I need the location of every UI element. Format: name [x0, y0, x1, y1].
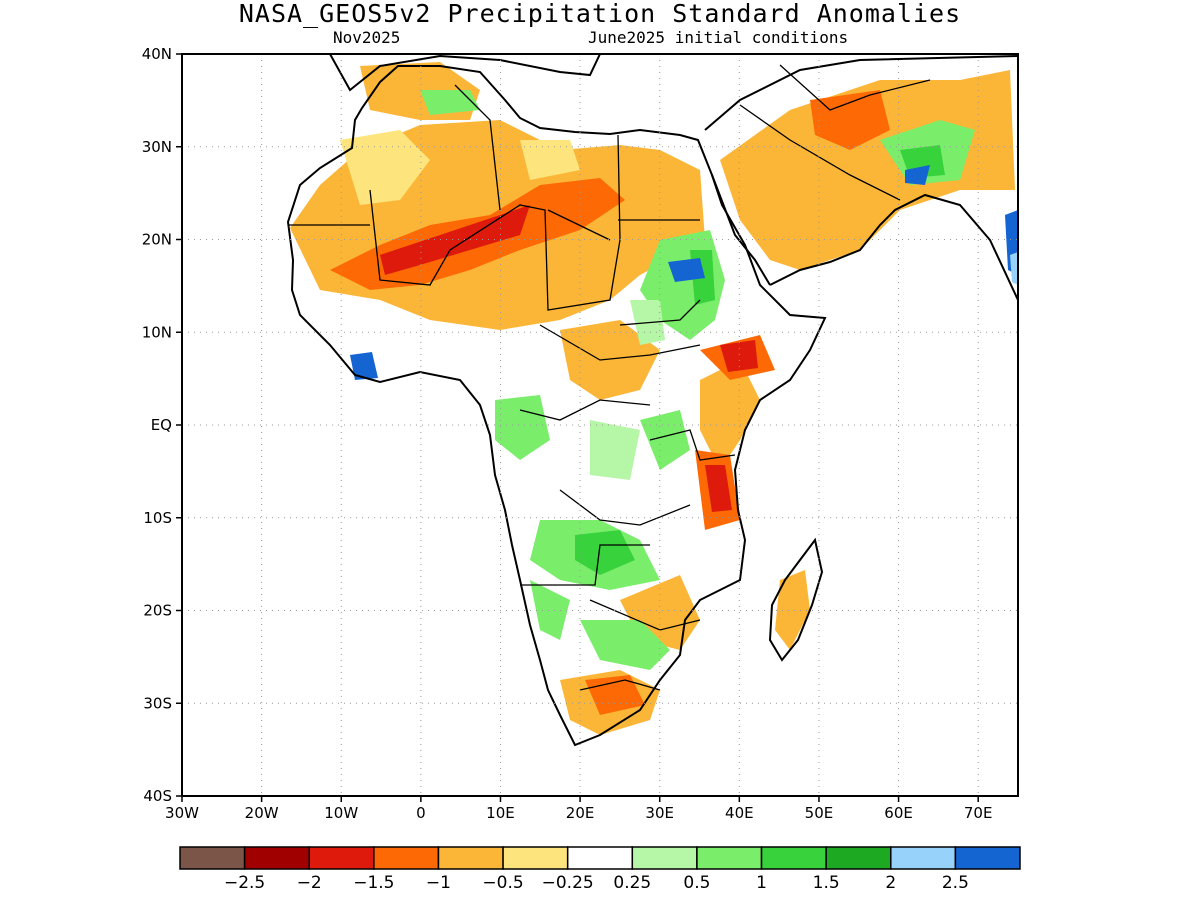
- wet-anomalies: [350, 90, 1018, 670]
- colorbar-label: 2.5: [942, 873, 969, 893]
- lon-tick-label: 30E: [645, 804, 674, 822]
- lon-tick-label: 60E: [884, 804, 913, 822]
- colorbar-swatch: [502, 846, 569, 870]
- valid-month-label: Nov2025: [333, 28, 401, 47]
- latitude-labels: 40N 30N 20N 10N EQ 10S 20S 30S 40S: [142, 45, 182, 805]
- lon-tick-label: 30W: [165, 804, 199, 822]
- colorbar-label: −0.5: [482, 873, 523, 893]
- colorbar-label: 0.5: [683, 873, 710, 893]
- dry-anomalies: [290, 62, 1015, 735]
- colorbar-label: −1: [426, 873, 451, 893]
- lat-tick-label: 10N: [142, 323, 172, 341]
- map-field: [286, 54, 1018, 747]
- colorbar-swatch: [696, 846, 763, 870]
- colorbar-label: 0.25: [613, 873, 651, 893]
- colorbar-swatch: [954, 846, 1021, 870]
- lat-tick-label: 30S: [143, 694, 172, 712]
- colorbar-swatch: [373, 846, 440, 870]
- lon-tick-label: 10E: [486, 804, 515, 822]
- colorbar-label: −0.25: [542, 873, 594, 893]
- longitude-labels: 30W 20W 10W 0 10E 20E 30E 40E 50E 60E 70E: [165, 796, 992, 822]
- lon-tick-label: 50E: [805, 804, 834, 822]
- colorbar-swatch: [631, 846, 698, 870]
- lon-tick-label: 0: [416, 804, 426, 822]
- lon-tick-label: 20E: [566, 804, 595, 822]
- lat-tick-label: 40N: [142, 45, 172, 63]
- colorbar-swatch: [179, 846, 246, 870]
- lat-tick-label: 40S: [143, 787, 172, 805]
- colorbar-swatch: [890, 846, 957, 870]
- colorbar-label: 2: [885, 873, 896, 893]
- colorbar-swatch: [308, 846, 375, 870]
- colorbar-label: −2.5: [224, 873, 265, 893]
- coastlines: [286, 54, 1018, 747]
- lon-tick-label: 10W: [324, 804, 358, 822]
- colorbar: −2.5 −2 −1.5 −1 −0.5 −0.25 0.25 0.5 1 1.5 2 2.5: [179, 846, 1021, 893]
- lon-tick-label: 70E: [964, 804, 993, 822]
- colorbar-label: 1.5: [813, 873, 840, 893]
- colorbar-swatch: [760, 846, 827, 870]
- map-gridlines: [182, 54, 1018, 796]
- colorbar-label: 1: [756, 873, 767, 893]
- colorbar-label: −2: [297, 873, 322, 893]
- lat-tick-label: EQ: [151, 416, 172, 434]
- lat-tick-label: 20S: [143, 602, 172, 620]
- colorbar-swatch: [437, 846, 504, 870]
- colorbar-swatch: [243, 846, 310, 870]
- lat-tick-label: 10S: [143, 509, 172, 527]
- colorbar-label: −1.5: [353, 873, 394, 893]
- lon-tick-label: 40E: [725, 804, 754, 822]
- colorbar-swatch: [566, 846, 634, 870]
- colorbar-swatch: [825, 846, 892, 870]
- lon-tick-label: 20W: [245, 804, 279, 822]
- init-conditions-label: June2025 initial conditions: [588, 28, 849, 47]
- lat-tick-label: 20N: [142, 231, 172, 249]
- map-title: NASA_GEOS5v2 Precipitation Standard Anom…: [238, 0, 962, 28]
- lat-tick-label: 30N: [142, 138, 172, 156]
